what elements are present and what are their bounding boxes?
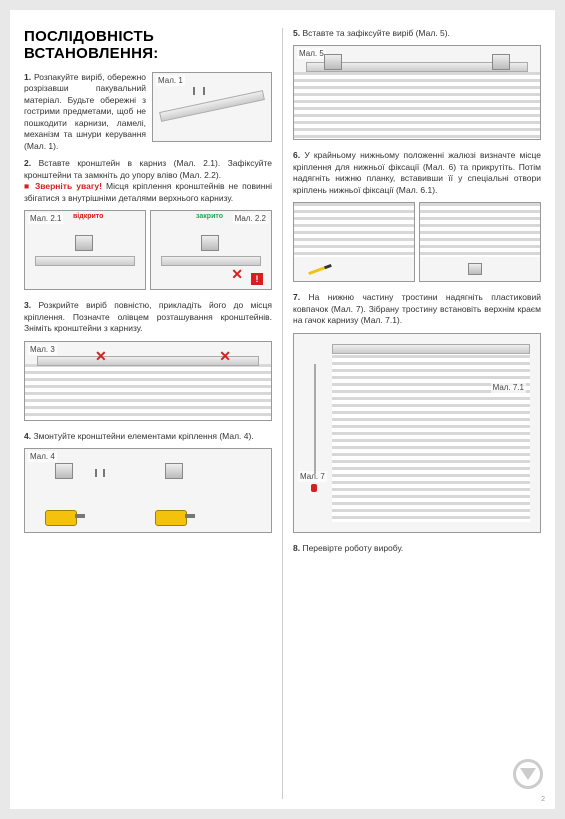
rail-icon [159,90,265,122]
blinds-icon [25,364,271,420]
wand-icon [314,364,316,474]
figure-7-1-label: Мал. 7.1 [491,382,526,393]
figure-3-label: Мал. 3 [28,344,57,355]
blinds-icon [294,72,540,139]
x-icon: ✕ [95,348,107,365]
figure-3: Мал. 3 ✕ ✕ [24,341,272,421]
cap-icon [311,484,317,492]
rail-icon [161,256,262,266]
screw-icon [103,469,105,477]
close-label: закрито [196,213,223,220]
blinds-icon [294,203,414,257]
figure-6: Мал. 6 [293,202,415,282]
figure-7-label: Мал. 7 [298,471,327,482]
right-column: 5. Вставте та зафіксуйте виріб (Мал. 5).… [282,28,541,799]
pencil-icon [308,264,332,275]
figure-2-1-label: Мал. 2.1 [28,213,63,224]
bracket-icon [201,235,219,251]
blinds-icon [420,203,540,257]
figure-4: Мал. 4 [24,448,272,533]
figure-1: Мал. 1 [152,72,272,142]
figure-6-1: Мал. 6.1 [419,202,541,282]
bracket-icon [165,463,183,479]
drill-icon [45,506,85,533]
alert-icon: ! [251,273,263,285]
figure-1-label: Мал. 1 [156,75,185,86]
blinds-icon [332,348,530,522]
drill-icon [155,506,195,533]
step-1-text: 1. Розпакуйте виріб, обережно розрізавши… [24,72,146,152]
x-icon: ✕ [231,266,243,283]
bracket-icon [75,235,93,251]
step-7-text: 7. На нижню частину тростини надягніть п… [293,292,541,326]
page-number: 2 [541,796,545,803]
figure-5-label: Мал. 5 [297,48,326,59]
open-label: відкрито [73,213,103,220]
step-8-text: 8. Перевірте роботу виробу. [293,543,541,554]
x-icon: ✕ [219,348,231,365]
instruction-page: ПОСЛІДОВНІСТЬ ВСТАНОВЛЕННЯ: 1. Розпакуйт… [10,10,555,809]
figure-2-2-label: Мал. 2.2 [233,213,268,224]
figure-4-label: Мал. 4 [28,451,57,462]
bracket-icon [55,463,73,479]
bracket-icon [324,54,342,70]
step-5-text: 5. Вставте та зафіксуйте виріб (Мал. 5). [293,28,541,39]
screw-icon [193,87,195,95]
step-6-text: 6. У крайньому нижньому положенні жалюзі… [293,150,541,196]
left-column: ПОСЛІДОВНІСТЬ ВСТАНОВЛЕННЯ: 1. Розпакуйт… [24,28,282,799]
figure-2-1: Мал. 2.1 відкрито [24,210,146,290]
download-icon [513,759,543,789]
step-3-text: 3. Розкрийте виріб повністю, прикладіть … [24,300,272,334]
step-2-text: 2. Вставте кронштейн в карниз (Мал. 2.1)… [24,158,272,204]
step-4-text: 4. Змонтуйте кронштейни елементами кріпл… [24,431,272,442]
bracket-icon [492,54,510,70]
screw-icon [95,469,97,477]
figure-7: Мал. 7.1 Мал. 7 [293,333,541,533]
figure-5: Мал. 5 [293,45,541,140]
page-title: ПОСЛІДОВНІСТЬ ВСТАНОВЛЕННЯ: [24,28,272,62]
rail-icon [35,256,136,266]
figure-2-2: Мал. 2.2 закрито ✕ ! [150,210,272,290]
rail-icon [332,344,530,354]
bracket-icon [468,263,482,275]
screw-icon [203,87,205,95]
